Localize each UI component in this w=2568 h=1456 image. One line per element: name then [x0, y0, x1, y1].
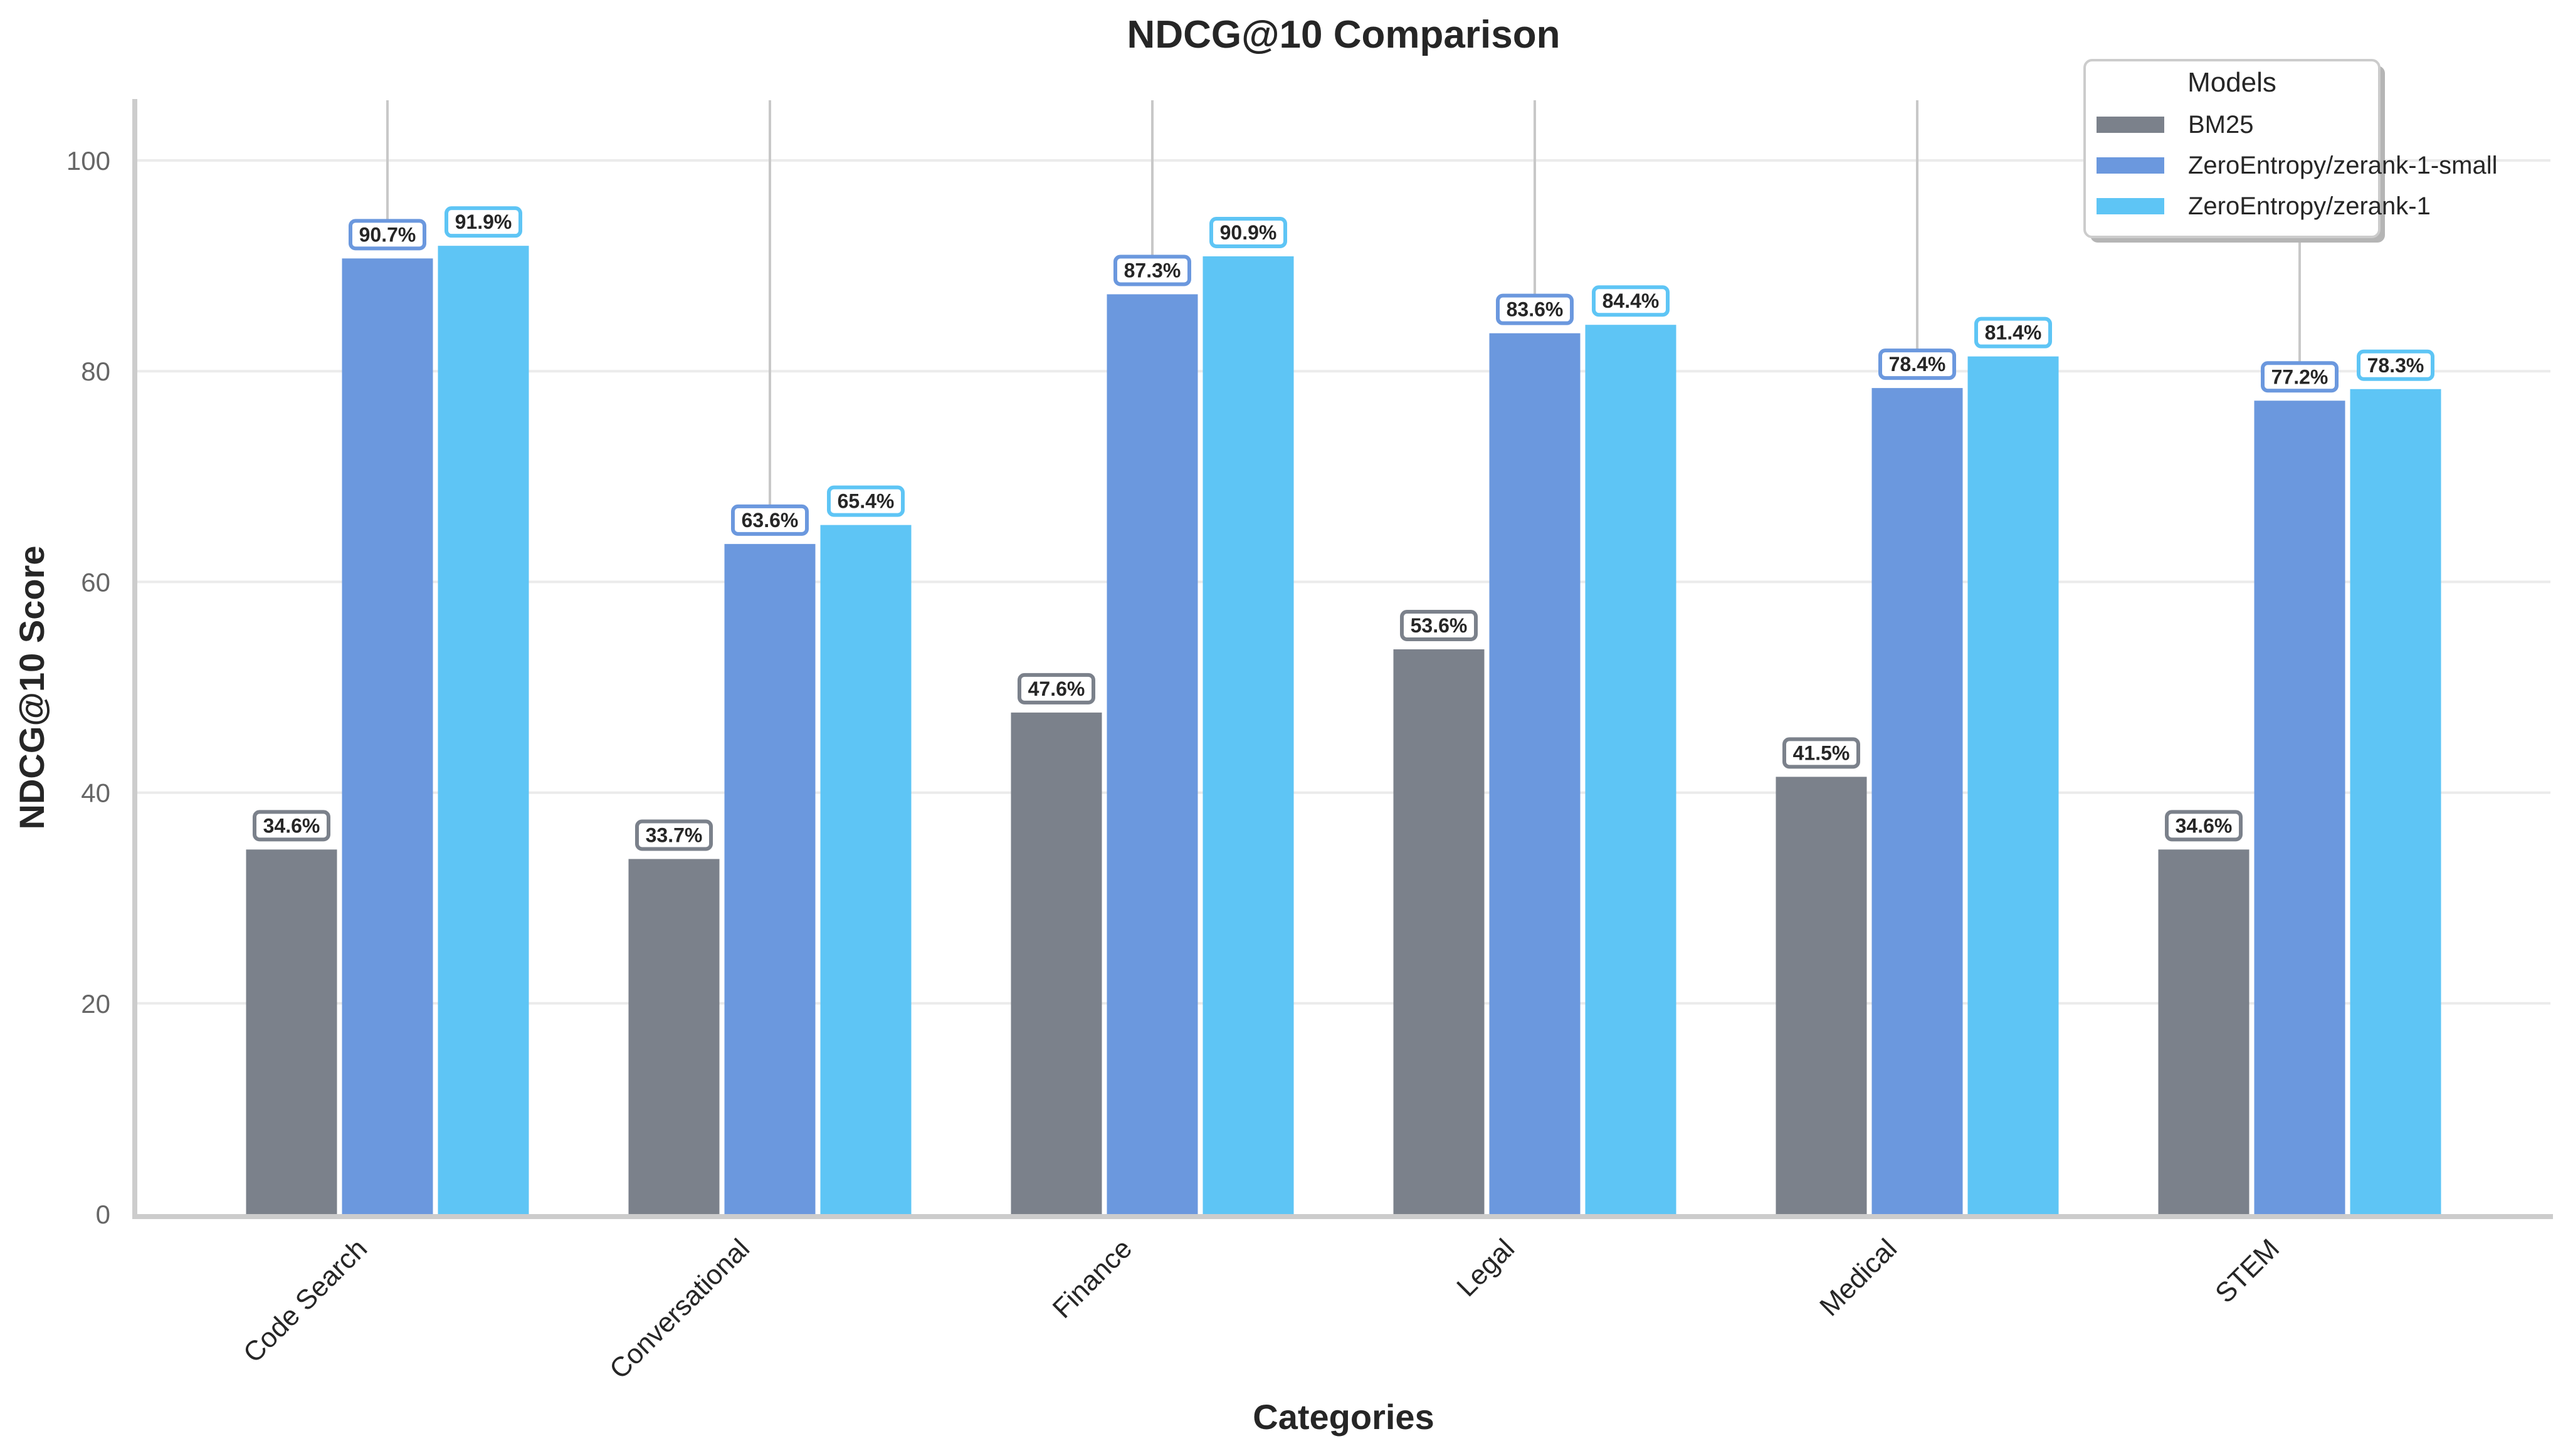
y-axis-label: NDCG@10 Score [12, 546, 51, 830]
value-label-box [2261, 361, 2339, 393]
x-tick-labels: Code Search Conversational Finance Legal Med… [238, 1233, 2285, 1385]
bar-zeroentropy-zerank-1 [1202, 256, 1294, 1215]
bar-zeroentropy-zerank-1 [2350, 389, 2441, 1214]
y-tick-label: 20 [81, 989, 110, 1019]
x-tick-label: Legal [1451, 1233, 1520, 1302]
bar-zeroentropy-zerank-1-small [342, 258, 433, 1214]
x-tick-label: Finance [1047, 1233, 1138, 1324]
bar-zeroentropy-zerank-1-small [1107, 294, 1198, 1214]
y-tick-labels: 0 20 40 60 80 100 [66, 146, 110, 1229]
legend-items: BM25 ZeroEntropy/zerank-1-small ZeroEntrop… [2097, 111, 2498, 220]
legend-swatch [2097, 117, 2164, 133]
bar-zeroentropy-zerank-1 [1967, 356, 2059, 1214]
value-label-box [253, 810, 330, 842]
bar-bm25 [2158, 849, 2250, 1214]
gridlines [137, 159, 2550, 1005]
y-tick-label: 60 [81, 567, 110, 597]
bar-zeroentropy-zerank-1 [1585, 325, 1676, 1214]
bar-zeroentropy-zerank-1-small [724, 543, 816, 1214]
legend-swatch [2097, 157, 2164, 174]
value-label-box [1974, 317, 2052, 348]
legend-label: ZeroEntropy/zerank-1-small [2188, 152, 2498, 179]
value-label: 34.6% [2176, 814, 2233, 837]
value-label: 47.6% [1028, 678, 1085, 700]
value-label-box [2357, 349, 2434, 381]
value-label: 84.4% [1602, 290, 1660, 312]
value-label: 33.7% [646, 824, 703, 847]
value-label-box [1113, 254, 1191, 286]
value-label-box [1209, 216, 1287, 248]
x-tick-label: Code Search [238, 1233, 373, 1368]
value-label-box [2165, 810, 2243, 842]
legend-label: BM25 [2188, 111, 2254, 139]
value-label: 90.9% [1220, 221, 1277, 244]
legend-box [2083, 59, 2381, 238]
value-label: 77.2% [2271, 365, 2329, 388]
value-label: 90.7% [359, 223, 416, 246]
bar-bm25 [1393, 649, 1485, 1214]
bar-zeroentropy-zerank-1-small [2254, 401, 2345, 1214]
legend-swatch [2097, 198, 2164, 214]
x-tick-label: STEM [2209, 1233, 2285, 1309]
value-label: 87.3% [1124, 259, 1181, 281]
value-label-box [635, 819, 713, 851]
x-axis-label: Categories [1253, 1397, 1434, 1437]
value-label-box [731, 504, 809, 536]
value-label-box [1400, 609, 1478, 641]
bar-zeroentropy-zerank-1 [820, 525, 912, 1214]
bars [246, 246, 2441, 1215]
y-tick-label: 0 [96, 1200, 110, 1229]
value-label-box [827, 485, 905, 517]
legend: Models BM25 ZeroEntropy/zerank-1-small Zer… [2083, 59, 2498, 243]
value-label: 41.5% [1793, 741, 1850, 764]
value-label-box [1496, 293, 1574, 325]
bar-bm25 [1776, 777, 1867, 1214]
y-tick-label: 40 [81, 778, 110, 808]
value-label: 53.6% [1411, 614, 1468, 637]
bar-bm25 [246, 849, 337, 1214]
value-label-box [1878, 348, 1956, 380]
bar-zeroentropy-zerank-1-small [1489, 333, 1581, 1214]
legend-title: Models [2187, 67, 2276, 98]
x-tick-label: Conversational [604, 1233, 755, 1385]
y-tick-label: 80 [81, 357, 110, 386]
value-label-box [349, 219, 426, 251]
value-labels: 34.6% 90.7% 91.9% 33.7% 63.6% 65.4% 47.6% 87.3%… [253, 206, 2434, 851]
bar-bm25 [1011, 712, 1102, 1214]
value-label-box [1782, 737, 1860, 769]
value-label: 81.4% [1985, 322, 2042, 344]
value-label-box [1018, 673, 1095, 704]
x-tick-label: Medical [1814, 1233, 1903, 1322]
value-label: 65.4% [838, 490, 895, 513]
y-tick-label: 100 [66, 146, 110, 175]
bar-zeroentropy-zerank-1-small [1871, 388, 1963, 1215]
value-label-box [445, 206, 522, 238]
value-label: 83.6% [1507, 298, 1564, 321]
value-label: 78.3% [2367, 354, 2424, 377]
value-label: 34.6% [263, 814, 320, 837]
chart-title: NDCG@10 Comparison [1127, 13, 1560, 56]
value-label: 91.9% [455, 211, 512, 233]
value-label-box [1592, 285, 1670, 317]
value-label: 63.6% [742, 509, 799, 532]
legend-label: ZeroEntropy/zerank-1 [2188, 192, 2431, 220]
value-label: 78.4% [1889, 353, 1946, 375]
bar-zeroentropy-zerank-1 [438, 246, 529, 1214]
bar-bm25 [628, 859, 720, 1214]
